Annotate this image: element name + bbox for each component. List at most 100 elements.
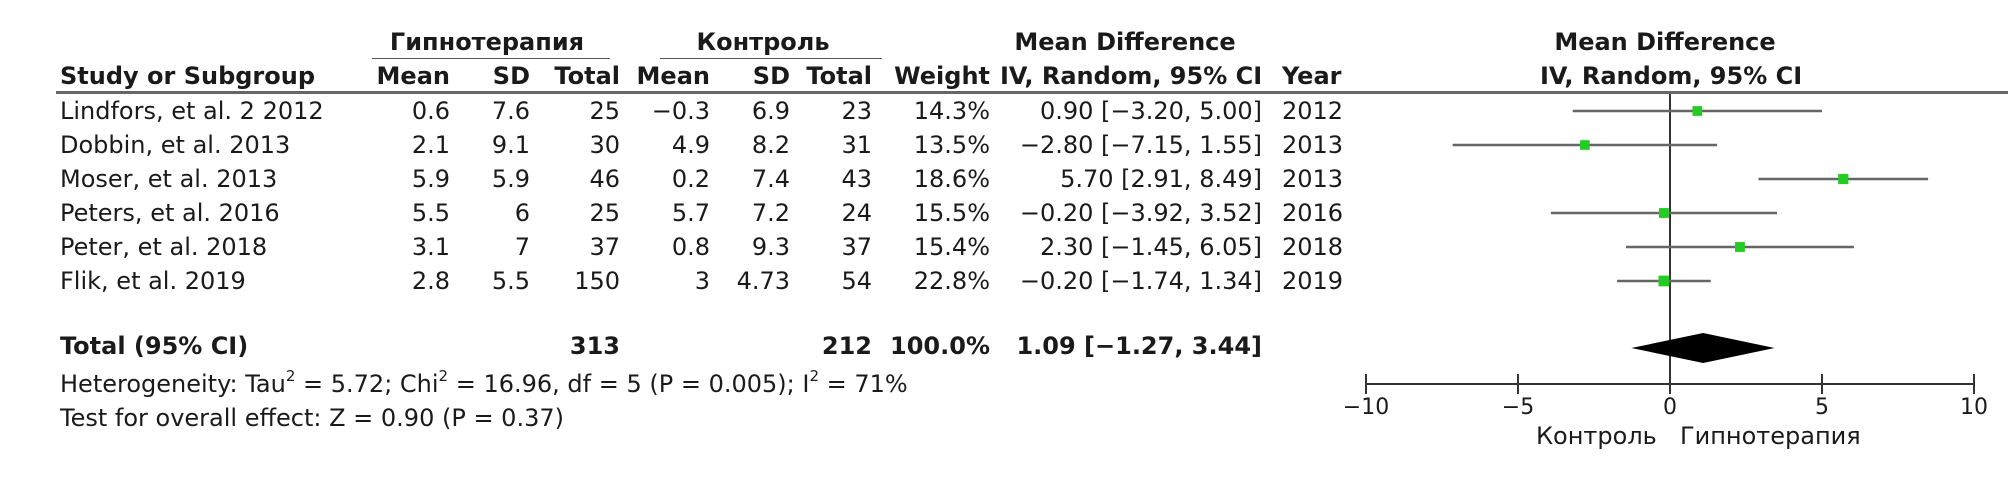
effect-point — [1838, 173, 1849, 185]
row-total1: 25 — [589, 97, 620, 125]
row-sd2: 8.2 — [751, 131, 790, 159]
sd2-column-header: SD — [752, 62, 790, 90]
md-column-subheader: IV, Random, 95% CI — [1000, 62, 1263, 90]
row-mean2: 0.2 — [671, 165, 710, 193]
row-mean2: 0.8 — [671, 233, 710, 261]
row-sd2: 7.4 — [751, 165, 790, 193]
row-mean2: 4.9 — [671, 131, 710, 159]
effect-point — [1658, 275, 1670, 287]
x-tick-label: −10 — [1343, 395, 1389, 420]
row-study: Dobbin, et al. 2013 — [60, 131, 291, 159]
row-mean1: 0.6 — [411, 97, 450, 125]
row-study: Peter, et al. 2018 — [60, 233, 268, 261]
total1-value: 313 — [569, 332, 620, 360]
x-tick-label: 10 — [1960, 395, 1988, 420]
row-year: 2013 — [1282, 131, 1344, 159]
row-study: Moser, et al. 2013 — [60, 165, 278, 193]
total-ci: 1.09 [−1.27, 3.44] — [1016, 332, 1262, 360]
row-weight: 22.8% — [913, 267, 990, 295]
row-year: 2016 — [1282, 199, 1344, 227]
total-weight: 100.0% — [890, 332, 990, 360]
plot-column-subheader: IV, Random, 95% CI — [1540, 62, 1803, 90]
row-sd1: 7 — [514, 233, 530, 261]
group1-underline — [372, 58, 610, 59]
effect-point — [1692, 106, 1703, 116]
row-total1: 30 — [589, 131, 620, 159]
row-total2: 43 — [841, 165, 872, 193]
weight-column-header: Weight — [894, 62, 990, 90]
row-ci: −2.80 [−7.15, 1.55] — [1019, 131, 1262, 159]
row-mean1: 5.5 — [411, 199, 450, 227]
row-sd1: 5.9 — [491, 165, 530, 193]
total2-value: 212 — [821, 332, 872, 360]
row-total1: 46 — [589, 165, 620, 193]
total-label: Total (95% CI) — [60, 332, 249, 360]
row-mean1: 2.8 — [411, 267, 450, 295]
md-header-title: Mean Difference — [1014, 28, 1236, 56]
row-sd2: 4.73 — [736, 267, 790, 295]
row-weight: 18.6% — [913, 165, 990, 193]
sd1-column-header: SD — [492, 62, 530, 90]
row-study: Flik, et al. 2019 — [60, 267, 246, 295]
effect-point — [1580, 140, 1590, 150]
row-sd2: 7.2 — [751, 199, 790, 227]
row-mean1: 5.9 — [411, 165, 450, 193]
mean2-column-header: Mean — [636, 62, 710, 90]
row-total2: 23 — [841, 97, 872, 125]
total2-column-header: Total — [806, 62, 872, 90]
axis-right-label: Гипнотерапия — [1680, 422, 1861, 450]
row-ci: −0.20 [−3.92, 3.52] — [1019, 199, 1262, 227]
pooled-diamond — [1631, 333, 1775, 363]
row-weight: 15.4% — [913, 233, 990, 261]
row-year: 2019 — [1282, 267, 1344, 295]
row-mean2: −0.3 — [651, 97, 710, 125]
overall-effect-text: Test for overall effect: Z = 0.90 (P = 0… — [60, 404, 564, 432]
row-year: 2012 — [1282, 97, 1344, 125]
row-mean2: 5.7 — [671, 199, 710, 227]
row-mean1: 2.1 — [411, 131, 450, 159]
row-sd1: 6 — [514, 199, 530, 227]
group2-underline — [660, 58, 882, 59]
x-tick-label: −5 — [1502, 395, 1534, 420]
x-tick-label: 0 — [1663, 395, 1677, 420]
study-column-header: Study or Subgroup — [60, 62, 316, 90]
row-total1: 37 — [589, 233, 620, 261]
row-year: 2013 — [1282, 165, 1344, 193]
row-total2: 37 — [841, 233, 872, 261]
row-ci: 2.30 [−1.45, 6.05] — [1039, 233, 1262, 261]
row-total2: 31 — [841, 131, 872, 159]
header-rule — [56, 91, 2008, 94]
row-sd1: 7.6 — [491, 97, 530, 125]
row-study: Peters, et al. 2016 — [60, 199, 280, 227]
row-total2: 24 — [841, 199, 872, 227]
row-year: 2018 — [1282, 233, 1344, 261]
row-mean1: 3.1 — [411, 233, 450, 261]
row-ci: 0.90 [−3.20, 5.00] — [1039, 97, 1262, 125]
row-ci: 5.70 [2.91, 8.49] — [1060, 165, 1262, 193]
row-ci: −0.20 [−1.74, 1.34] — [1019, 267, 1262, 295]
group1-header: Гипнотерапия — [389, 28, 585, 56]
row-sd2: 6.9 — [751, 97, 790, 125]
heterogeneity-text: Heterogeneity: Tau2 = 5.72; Chi2 = 16.96… — [60, 367, 908, 399]
axis-left-label: Контроль — [1536, 422, 1657, 450]
row-study: Lindfors, et al. 2 2012 — [60, 97, 324, 125]
effect-point — [1658, 208, 1669, 218]
row-sd1: 9.1 — [491, 131, 530, 159]
effect-point — [1734, 242, 1745, 252]
row-total2: 54 — [841, 267, 872, 295]
row-sd1: 5.5 — [491, 267, 530, 295]
group2-header: Контроль — [696, 28, 830, 56]
row-total1: 150 — [574, 267, 620, 295]
mean1-column-header: Mean — [376, 62, 450, 90]
row-sd2: 9.3 — [751, 233, 790, 261]
row-weight: 13.5% — [913, 131, 990, 159]
plot-header-title: Mean Difference — [1554, 28, 1776, 56]
row-weight: 15.5% — [913, 199, 990, 227]
row-total1: 25 — [589, 199, 620, 227]
total1-column-header: Total — [554, 62, 620, 90]
row-mean2: 3 — [694, 267, 710, 295]
x-tick-label: 5 — [1815, 395, 1829, 420]
year-column-header: Year — [1282, 62, 1342, 90]
row-weight: 14.3% — [913, 97, 990, 125]
